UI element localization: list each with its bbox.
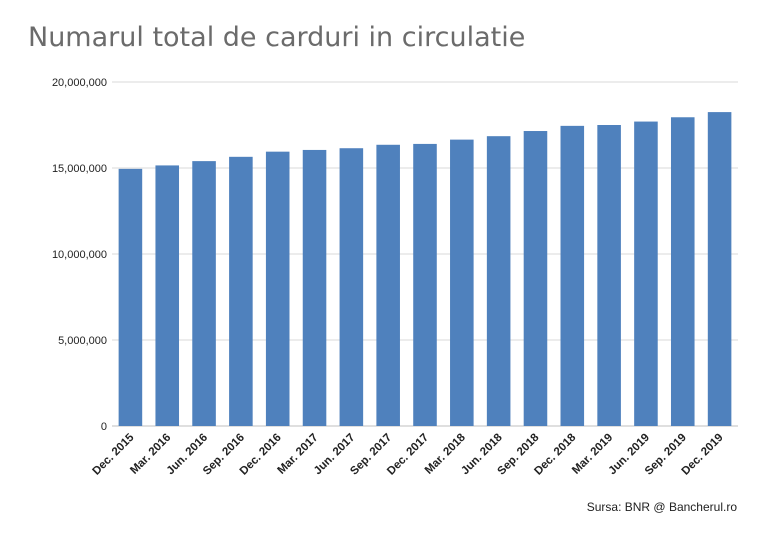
bar bbox=[634, 121, 658, 426]
bar bbox=[118, 168, 143, 427]
source-note: Sursa: BNR @ Bancherul.ro bbox=[586, 500, 737, 514]
bars bbox=[118, 112, 732, 427]
bar bbox=[302, 149, 327, 426]
bar bbox=[523, 131, 548, 426]
bar bbox=[413, 143, 437, 427]
bar bbox=[707, 112, 732, 426]
y-tick-label: 10,000,000 bbox=[52, 249, 107, 261]
y-tick-label: 15,000,000 bbox=[52, 163, 107, 175]
y-tick-label: 5,000,000 bbox=[58, 335, 107, 347]
bar bbox=[560, 125, 585, 427]
y-tick-label: 20,000,000 bbox=[52, 77, 107, 89]
bar bbox=[192, 161, 216, 426]
bar bbox=[486, 136, 511, 426]
bar bbox=[265, 151, 290, 426]
bar bbox=[376, 144, 400, 426]
y-tick-label: 0 bbox=[101, 421, 107, 433]
bar bbox=[339, 148, 364, 426]
bar bbox=[450, 139, 474, 426]
bar bbox=[155, 165, 180, 427]
bar bbox=[229, 156, 253, 426]
bar bbox=[670, 117, 695, 426]
y-tick-labels: 0 5,000,000 10,000,000 15,000,000 20,000,000 bbox=[52, 77, 107, 433]
chart-title: Numarul total de carduri in circulatie bbox=[28, 22, 526, 53]
bar bbox=[597, 125, 621, 426]
